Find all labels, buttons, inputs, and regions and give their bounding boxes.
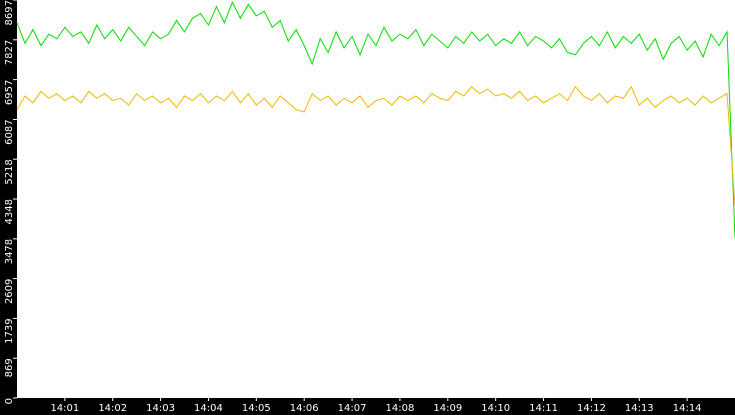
y-tick-label: 4348 [4, 199, 15, 224]
y-tick-label: 3478 [4, 239, 15, 264]
y-tick-label: 6087 [4, 119, 15, 144]
plot-area [17, 0, 735, 398]
x-tick-label: 14:02 [98, 403, 127, 414]
y-tick-label: 1739 [4, 318, 15, 343]
x-tick-label: 14:09 [433, 403, 462, 414]
y-tick-label: 7827 [4, 40, 15, 65]
x-tick-label: 14:10 [481, 403, 510, 414]
y-tick-label: 8697 [4, 0, 15, 25]
x-tick-label: 14:12 [577, 403, 606, 414]
x-tick-label: 14:06 [290, 403, 319, 414]
x-tick-label: 14:01 [50, 403, 79, 414]
y-tick-label: 6957 [4, 80, 15, 105]
series-line [16, 0, 735, 238]
x-tick-label: 14:13 [625, 403, 654, 414]
x-tick-label: 14:05 [242, 403, 271, 414]
x-tick-label: 14:07 [338, 403, 367, 414]
x-tick-label: 14:04 [194, 403, 223, 414]
series-line [16, 85, 735, 206]
x-tick-label: 14:08 [386, 403, 415, 414]
y-tick-label: 869 [4, 358, 15, 377]
x-tick-label: 14:03 [146, 403, 175, 414]
x-tick-label: 14:14 [673, 403, 702, 414]
y-tick-label: 2609 [4, 279, 15, 304]
y-tick-label: 5218 [4, 159, 15, 184]
x-tick-label: 14:11 [529, 403, 558, 414]
y-tick-label: 0 [4, 398, 15, 404]
